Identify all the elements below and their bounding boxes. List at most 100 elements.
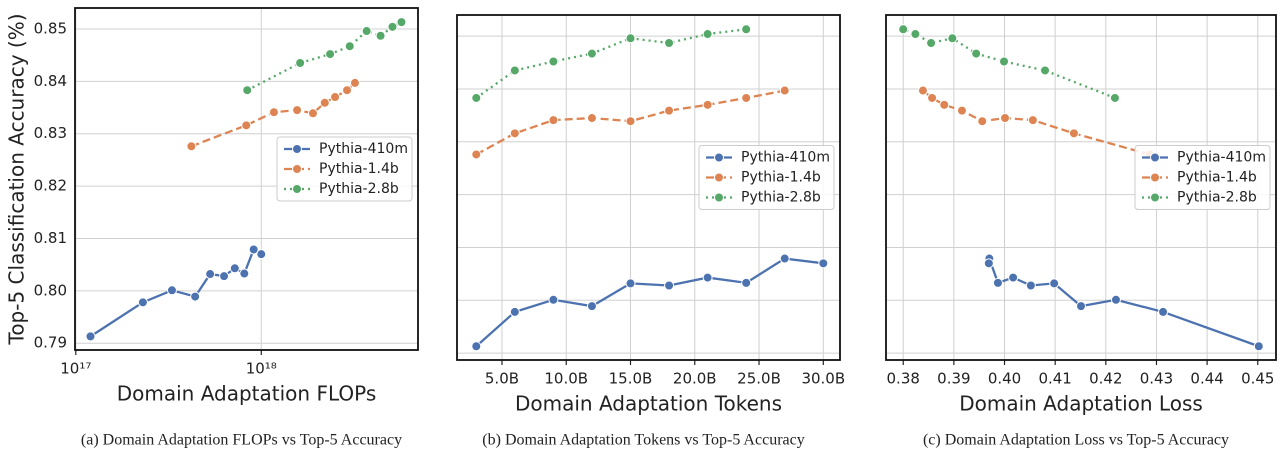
point xyxy=(956,105,967,116)
y-tick-label: 0.83 xyxy=(34,124,67,142)
point xyxy=(625,278,636,289)
point xyxy=(325,49,336,60)
point xyxy=(349,77,360,88)
caption: (c) Domain Adaptation Loss vs Top-5 Accu… xyxy=(923,432,1229,449)
series-line xyxy=(475,257,824,348)
x-axis-label: Domain Adaptation Tokens xyxy=(515,392,782,416)
point xyxy=(205,269,216,280)
series-line xyxy=(475,28,747,99)
legend-marker xyxy=(292,184,302,194)
x-tick-label: 0.45 xyxy=(1241,370,1274,388)
x-axis-label: Domain Adaptation FLOPs xyxy=(117,382,377,406)
point xyxy=(342,85,353,96)
panel: 0.38 0.39 0.40 0.41 0.42 0.43 0.44 0.45 Domain A… xyxy=(885,14,1277,449)
point xyxy=(548,115,559,126)
point xyxy=(471,341,482,352)
x-tick-label: 10.0B xyxy=(544,370,588,388)
y-tick-label: 0.84 xyxy=(34,72,67,90)
point xyxy=(741,24,752,35)
y-axis-label: Top-5 Classification Accuracy (%) xyxy=(5,13,29,345)
legend-marker xyxy=(1150,192,1160,203)
point xyxy=(292,105,303,116)
x-tick-label: 0.42 xyxy=(1089,370,1122,388)
point xyxy=(927,92,938,103)
point xyxy=(166,285,177,296)
point xyxy=(741,92,752,103)
point xyxy=(1027,115,1038,126)
legend-marker xyxy=(714,172,724,183)
legend-label: Pythia-1.4b xyxy=(741,170,821,186)
point xyxy=(396,17,407,28)
legend-marker xyxy=(714,192,724,203)
point xyxy=(248,244,259,255)
point xyxy=(898,24,909,35)
point xyxy=(779,85,790,96)
point xyxy=(818,258,829,269)
point xyxy=(330,92,341,103)
x-tick-label: 10¹⁸ xyxy=(246,360,277,378)
y-tick-label: 0.81 xyxy=(34,229,67,247)
legend-marker xyxy=(1150,172,1160,183)
legend-label: Pythia-2.8b xyxy=(319,181,399,197)
point xyxy=(387,21,398,32)
panel: 5.0B 10.0B 15.0B 20.0B 25.0B 30.0B Domain Adap… xyxy=(456,14,845,449)
point xyxy=(586,301,597,312)
point xyxy=(917,85,928,96)
caption: (b) Domain Adaptation Tokens vs Top-5 Ac… xyxy=(482,432,804,449)
legend-label: Pythia-410m xyxy=(741,150,830,166)
point xyxy=(947,33,958,44)
legend-label: Pythia-410m xyxy=(319,141,408,157)
caption: (a) Domain Adaptation FLOPs vs Top-5 Acc… xyxy=(81,432,402,449)
point xyxy=(586,48,597,59)
point xyxy=(85,331,96,342)
point xyxy=(1158,306,1169,317)
x-tick-label: 15.0B xyxy=(609,370,653,388)
point xyxy=(702,29,713,40)
point xyxy=(983,258,994,269)
legend-label: Pythia-410m xyxy=(1177,150,1266,166)
point xyxy=(1253,341,1264,352)
point xyxy=(190,291,201,302)
legend-box xyxy=(276,136,413,202)
point xyxy=(1068,128,1079,139)
point xyxy=(586,113,597,124)
point xyxy=(1000,113,1011,124)
plot-frame xyxy=(74,7,419,351)
point xyxy=(992,277,1003,288)
point xyxy=(361,26,372,37)
point xyxy=(702,99,713,110)
point xyxy=(664,38,675,49)
point xyxy=(1040,65,1051,76)
point xyxy=(471,149,482,160)
x-tick-label: 30.0B xyxy=(801,370,845,388)
point xyxy=(910,29,921,40)
point xyxy=(319,97,330,108)
point xyxy=(344,41,355,52)
point xyxy=(548,56,559,67)
legend-box xyxy=(1134,145,1271,210)
legend-label: Pythia-1.4b xyxy=(319,161,399,177)
plot-frame xyxy=(885,14,1277,361)
legend-label: Pythia-1.4b xyxy=(1177,170,1257,186)
legend-box xyxy=(698,145,835,210)
point xyxy=(242,85,253,96)
x-tick-label: 0.43 xyxy=(1140,370,1173,388)
x-tick-label: 5.0B xyxy=(485,370,519,388)
point xyxy=(1109,92,1120,103)
series-line xyxy=(987,258,1260,348)
y-tick-label: 0.80 xyxy=(34,281,67,299)
point xyxy=(256,249,267,260)
point xyxy=(926,38,937,49)
panel: 0.79 0.80 0.81 0.82 0.83 0.84 0.85 10¹⁷ 10¹⁸ Doma… xyxy=(5,7,419,449)
x-tick-label: 0.44 xyxy=(1190,370,1223,388)
point xyxy=(1076,301,1086,312)
point xyxy=(295,57,306,68)
legend-marker xyxy=(1150,152,1160,163)
series-line xyxy=(89,247,262,338)
point xyxy=(241,120,252,131)
legend-marker xyxy=(292,144,302,154)
x-tick-label: 20.0B xyxy=(673,370,717,388)
point xyxy=(307,108,318,119)
point xyxy=(137,297,148,308)
